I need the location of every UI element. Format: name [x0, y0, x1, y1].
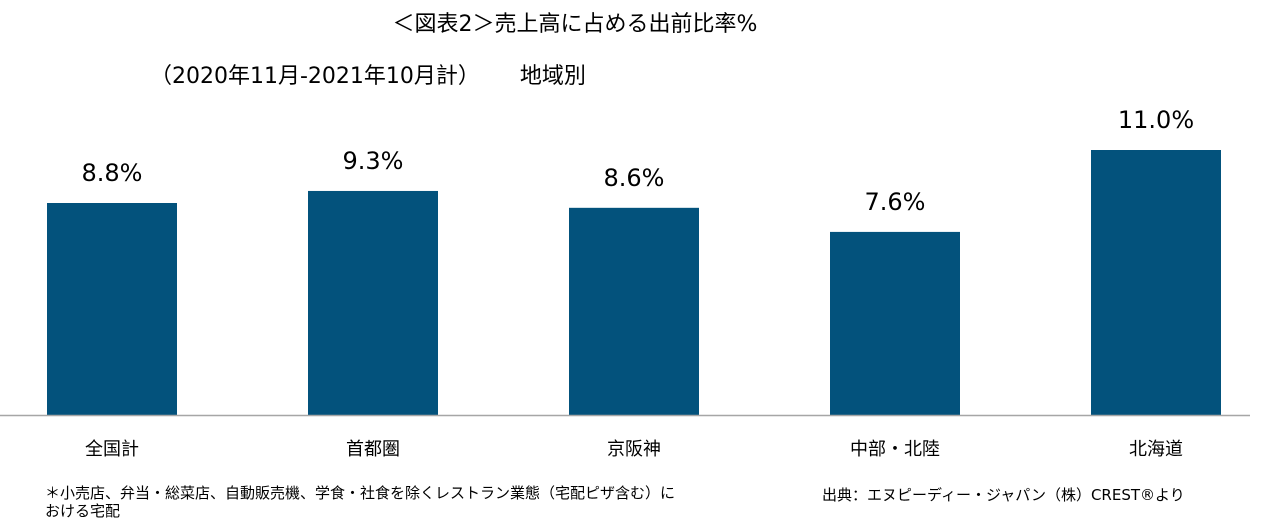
category-label-5: 北海道	[1129, 439, 1183, 460]
source-note: 出典：エヌピーディー・ジャパン（株）CREST®より	[822, 486, 1185, 504]
data-label-4: 7.6%	[865, 188, 926, 216]
bar-3	[569, 207, 699, 415]
category-label-4: 中部・北陸	[850, 439, 940, 460]
bar-5	[1091, 150, 1221, 415]
bar-2	[308, 190, 438, 415]
chart-subtitle: （2020年11月-2021年10月計） 地域別	[150, 58, 586, 90]
subtitle-period: （2020年11月-2021年10月計）	[150, 64, 480, 89]
bar-1	[47, 203, 177, 415]
bar-4	[830, 231, 960, 415]
category-label-2: 首都圏	[346, 439, 400, 460]
category-label-3: 京阪神	[607, 439, 661, 460]
subtitle-region: 地域別	[519, 64, 586, 89]
chart-title: ＜図表2＞売上高に占める出前比率%	[392, 12, 758, 37]
data-label-3: 8.6%	[604, 164, 665, 192]
data-label-2: 9.3%	[343, 147, 404, 175]
data-label-1: 8.8%	[82, 159, 143, 187]
footnote: ＊小売店、弁当・総菜店、自動販売機、学食・社食を除くレストラン業態（宅配ピザ含む…	[45, 484, 676, 520]
data-label-5: 11.0%	[1118, 106, 1194, 134]
category-label-1: 全国計	[85, 439, 139, 460]
